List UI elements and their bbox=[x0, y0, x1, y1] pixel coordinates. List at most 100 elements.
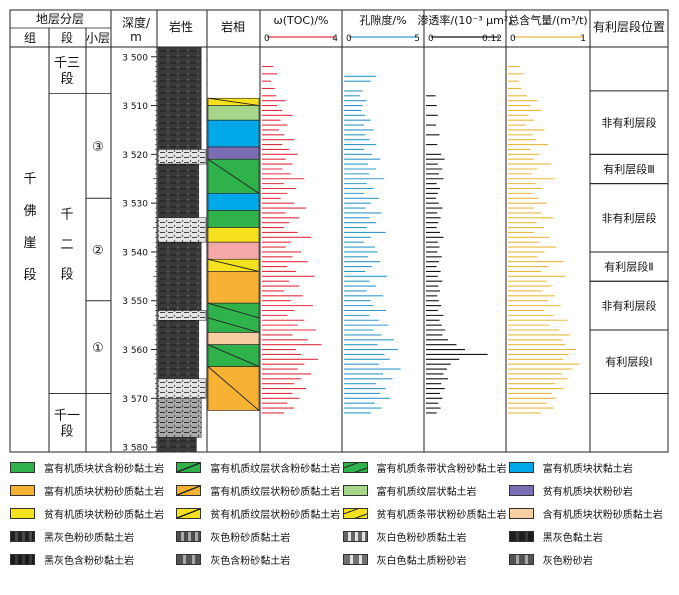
legend-swatch bbox=[176, 531, 202, 542]
lithology-interval bbox=[157, 46, 202, 150]
group-label-4: 段 bbox=[23, 268, 36, 283]
legend-row: 富有机质块状粉砂质黏土岩 富有机质纹层状粉砂质黏土岩 富有机质纹层状黏土岩 贫有机质块… bbox=[10, 479, 675, 502]
legend-item: 灰白色黏土质粉砂岩 bbox=[342, 552, 509, 567]
depth-tick-label: 3 560 bbox=[122, 346, 148, 356]
legend-item: 富有机质条带状含粉砂黏土岩 bbox=[342, 460, 509, 475]
depth-tick-label: 3 520 bbox=[122, 151, 148, 161]
legend-item: 灰色含粉砂黏土岩 bbox=[176, 552, 342, 567]
legend-label: 黑灰色含粉砂黏土岩 bbox=[44, 556, 134, 567]
curve-scale-max: 0.12 bbox=[482, 34, 502, 44]
section-label: 段 bbox=[60, 267, 73, 282]
legend-row: 贫有机质块状粉砂质黏土岩 贫有机质纹层状粉砂质黏土岩 贫有机质条带状粉砂质黏土岩 含有… bbox=[10, 502, 675, 525]
section-label: 段 bbox=[60, 425, 73, 440]
legend-label: 灰白色黏土质粉砂岩 bbox=[376, 556, 467, 567]
curve-scale-min: 0 bbox=[264, 34, 270, 44]
legend-label: 灰白色粉砂质黏土岩 bbox=[376, 533, 467, 544]
legend-label: 富有机质块状含粉砂黏土岩 bbox=[44, 464, 164, 475]
legend-label: 富有机质纹层状含粉砂黏土岩 bbox=[210, 464, 341, 475]
group-label-1: 千 bbox=[23, 172, 36, 187]
section-label: 千三 bbox=[54, 56, 80, 71]
legend-swatch bbox=[176, 462, 202, 473]
legend-swatch bbox=[342, 508, 368, 519]
legend-label: 灰色含粉砂黏土岩 bbox=[210, 556, 291, 567]
layer-header: 小层 bbox=[86, 31, 110, 45]
legend-swatch bbox=[508, 531, 534, 542]
facies-interval bbox=[207, 146, 260, 160]
depth-tick-label: 3 500 bbox=[122, 53, 148, 63]
legend-item: 灰白色粉砂质黏土岩 bbox=[342, 529, 509, 544]
legend-item: 灰色粉砂质黏土岩 bbox=[176, 529, 342, 544]
lithology-interval bbox=[157, 320, 200, 380]
well-log-figure: 地层分层 组 段 小层 深度/ m 岩性 岩相 有利层段位置 千 佛 崖 段 千… bbox=[9, 9, 669, 454]
figure-frame bbox=[9, 9, 669, 453]
facies-interval bbox=[207, 193, 260, 211]
legend-swatch bbox=[342, 554, 368, 565]
facies-lamina bbox=[207, 366, 260, 411]
legend-swatch bbox=[508, 554, 534, 565]
legend-item: 贫有机质块状粉砂质黏土岩 bbox=[10, 506, 176, 521]
legend-item: 含有机质块状粉砂质黏土岩 bbox=[508, 506, 675, 521]
legend-label: 灰色粉砂岩 bbox=[542, 556, 593, 567]
legend-swatch bbox=[176, 508, 202, 519]
legend-swatch bbox=[10, 485, 35, 496]
section-label: 千 bbox=[60, 207, 73, 222]
lithology-interval bbox=[157, 163, 200, 219]
zone-label: 有利层段Ⅲ bbox=[603, 162, 655, 176]
facies-interval bbox=[207, 302, 260, 333]
legend-label: 富有机质条带状含粉砂黏土岩 bbox=[376, 464, 507, 475]
legend-swatch bbox=[342, 485, 368, 496]
zone-label: 有利层段Ⅰ bbox=[605, 355, 652, 369]
depth-header: 深度/ bbox=[122, 15, 151, 30]
legend-item: 贫有机质纹层状粉砂质黏土岩 bbox=[176, 506, 342, 521]
legend-swatch bbox=[508, 508, 534, 519]
group-header: 组 bbox=[24, 31, 36, 45]
legend-label: 贫有机质条带状粉砂质黏土岩 bbox=[376, 510, 507, 521]
lithology-interval bbox=[157, 149, 207, 165]
legend-label: 富有机质纹层状黏土岩 bbox=[376, 487, 477, 498]
curve-title: 总含气量/(m³/t) bbox=[508, 13, 587, 27]
legend-swatch bbox=[10, 531, 35, 542]
lithology-interval bbox=[157, 310, 207, 321]
legend-swatch bbox=[508, 462, 534, 473]
column-lines bbox=[48, 10, 591, 452]
legend-swatch bbox=[342, 531, 368, 542]
legend-label: 灰色粉砂质黏土岩 bbox=[210, 533, 291, 544]
facies-band bbox=[207, 317, 260, 333]
facies-interval bbox=[207, 105, 260, 121]
curve-title: 孔隙度/% bbox=[359, 13, 406, 27]
legend-label: 黑灰色粉砂质黏土岩 bbox=[44, 533, 134, 544]
zone-label: 非有利层段 bbox=[602, 211, 657, 225]
legend-item: 富有机质块状含粉砂黏土岩 bbox=[10, 460, 176, 475]
curve-title: ω(TOC)/% bbox=[273, 14, 328, 27]
curve-scale-min: 0 bbox=[510, 34, 516, 44]
facies-interval bbox=[207, 332, 260, 345]
legend-item: 贫有机质条带状粉砂质黏土岩 bbox=[342, 506, 509, 521]
legend-item: 富有机质纹层状粉砂质黏土岩 bbox=[176, 483, 342, 498]
legend-row: 黑灰色含粉砂黏土岩 灰色含粉砂黏土岩 灰白色黏土质粉砂岩 灰色粉砂岩 bbox=[10, 548, 675, 571]
legend-item: 贫有机质块状粉砂岩 bbox=[508, 483, 675, 498]
legend-item: 富有机质纹层状黏土岩 bbox=[342, 483, 509, 498]
legend-label: 贫有机质块状粉砂岩 bbox=[542, 487, 633, 498]
legend-label: 贫有机质纹层状粉砂质黏土岩 bbox=[210, 510, 341, 521]
curve-title: 渗透率/(10⁻³ μm²) bbox=[417, 13, 512, 27]
legend-label: 富有机质块状粉砂质黏土岩 bbox=[44, 487, 164, 498]
legend-item: 黑灰色黏土岩 bbox=[508, 529, 675, 544]
legend-item: 灰色粉砂岩 bbox=[508, 552, 675, 567]
group-label-3: 崖 bbox=[23, 236, 36, 251]
legend-swatch bbox=[342, 462, 368, 473]
legend-swatch bbox=[10, 508, 35, 519]
depth-tick-label: 3 510 bbox=[122, 102, 148, 112]
section-label: 千一 bbox=[54, 409, 80, 424]
depth-unit: m bbox=[130, 30, 142, 44]
legend-label: 贫有机质块状粉砂质黏土岩 bbox=[44, 510, 164, 521]
legend-label: 富有机质块状黏土岩 bbox=[542, 464, 633, 475]
legend-label: 黑灰色黏土岩 bbox=[542, 533, 603, 544]
legend-swatch bbox=[10, 554, 35, 565]
depth-axis: 3 500 3 510 3 520 3 530 3 540 3 550 3 560 3 570… bbox=[122, 46, 157, 454]
legend-swatch bbox=[508, 485, 534, 496]
zone-label: 非有利层段 bbox=[602, 116, 657, 130]
curve-scale-max: 5 bbox=[414, 34, 420, 44]
legend-item: 富有机质纹层状含粉砂黏土岩 bbox=[176, 460, 342, 475]
